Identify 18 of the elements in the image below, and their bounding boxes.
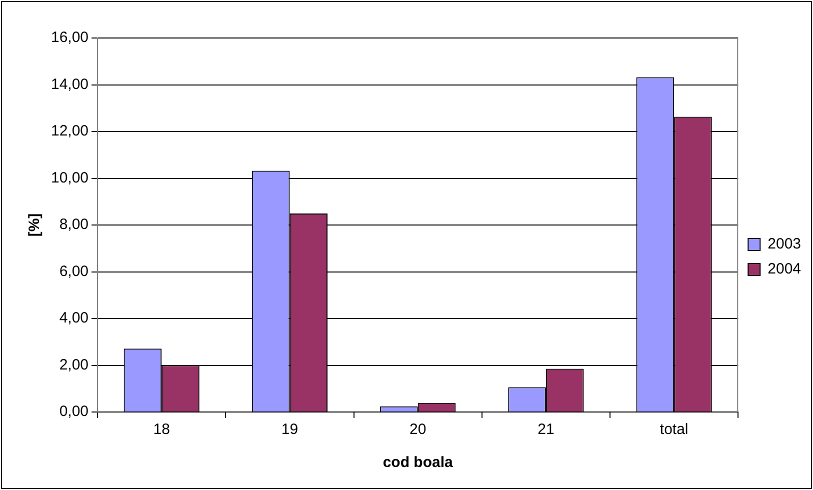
y-tick-label: 14,00: [50, 76, 89, 93]
y-axis-title: [%]: [26, 213, 44, 237]
x-tick-label: 19: [281, 421, 298, 438]
x-tick-label: 21: [538, 421, 554, 438]
legend-label: 2004: [768, 260, 802, 278]
x-tick-label: 18: [153, 421, 170, 438]
legend-label: 2003: [768, 236, 802, 253]
y-tick-label: 16,00: [50, 29, 89, 46]
y-tick-label: 4,00: [59, 310, 89, 327]
y-tick-label: 6,00: [59, 262, 89, 280]
x-tick-label: total: [660, 421, 688, 438]
y-tick-label: 10,00: [50, 169, 89, 186]
y-tick-label: 8,00: [59, 216, 89, 234]
y-tick-label: 2,00: [59, 356, 89, 374]
x-axis-title: cod boala: [382, 454, 454, 472]
y-tick-label: 0,00: [59, 403, 89, 420]
x-tick-label: 20: [409, 421, 426, 438]
y-tick-label: 12,00: [50, 122, 89, 140]
